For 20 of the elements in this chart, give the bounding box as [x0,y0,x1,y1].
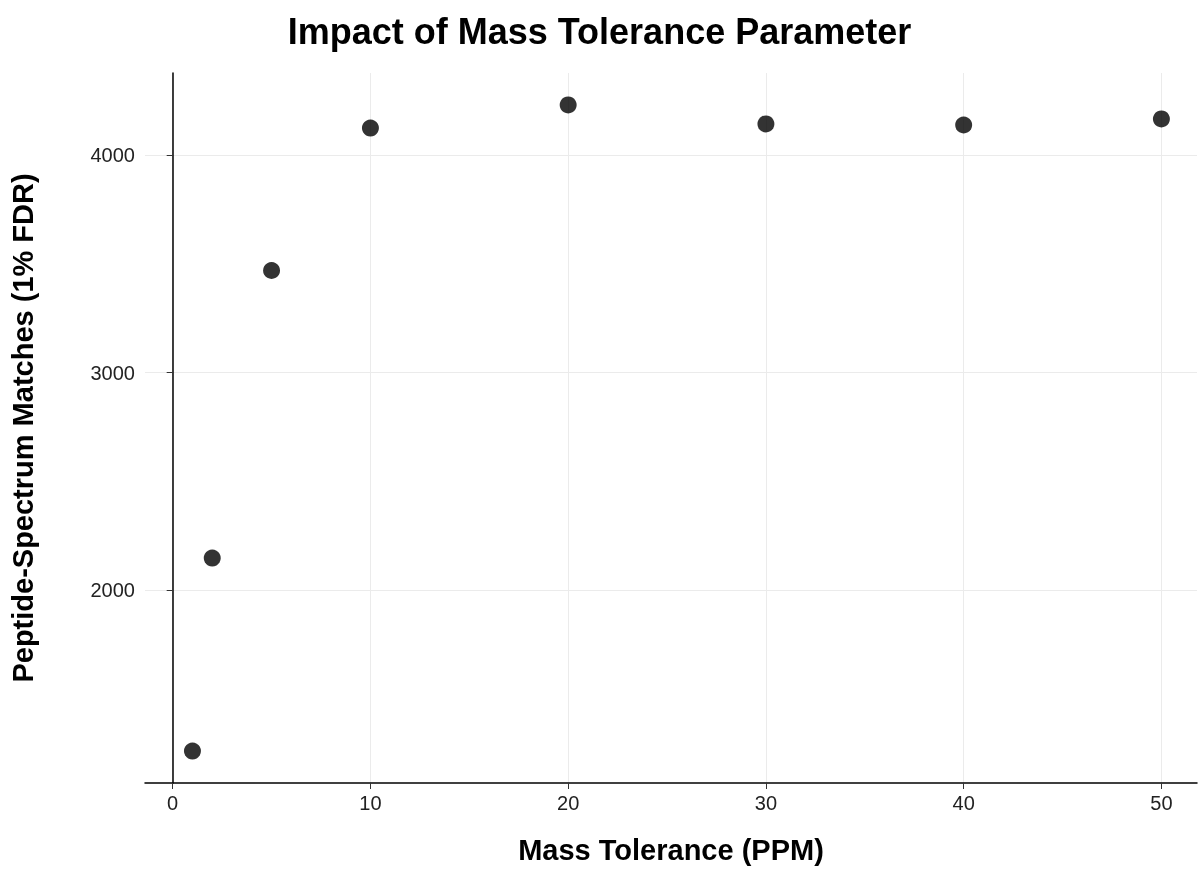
y-tick-label: 4000 [90,144,135,167]
point [361,119,379,137]
chart-title: Impact of Mass Tolerance Parameter [287,10,912,52]
x-tick-label: 50 [1150,792,1173,814]
x-tick-label: 10 [359,792,382,814]
x-tick-label: 0 [167,792,179,814]
y-tick-label: 3000 [90,361,135,384]
point [757,115,775,133]
point [183,742,201,760]
x-tick-label: 30 [754,792,778,814]
point [559,96,577,114]
x-tick-label: 20 [557,792,580,814]
y-axis-title: Peptide-Spectrum Matches (1% FDR) [6,173,39,683]
point [263,262,281,280]
y-tick-label: 2000 [90,579,135,602]
x-axis-title: Mass Tolerance (PPM) [518,833,824,866]
x-tick-label: 40 [952,792,975,814]
point [955,116,973,134]
point [203,549,221,567]
point [1152,110,1170,128]
